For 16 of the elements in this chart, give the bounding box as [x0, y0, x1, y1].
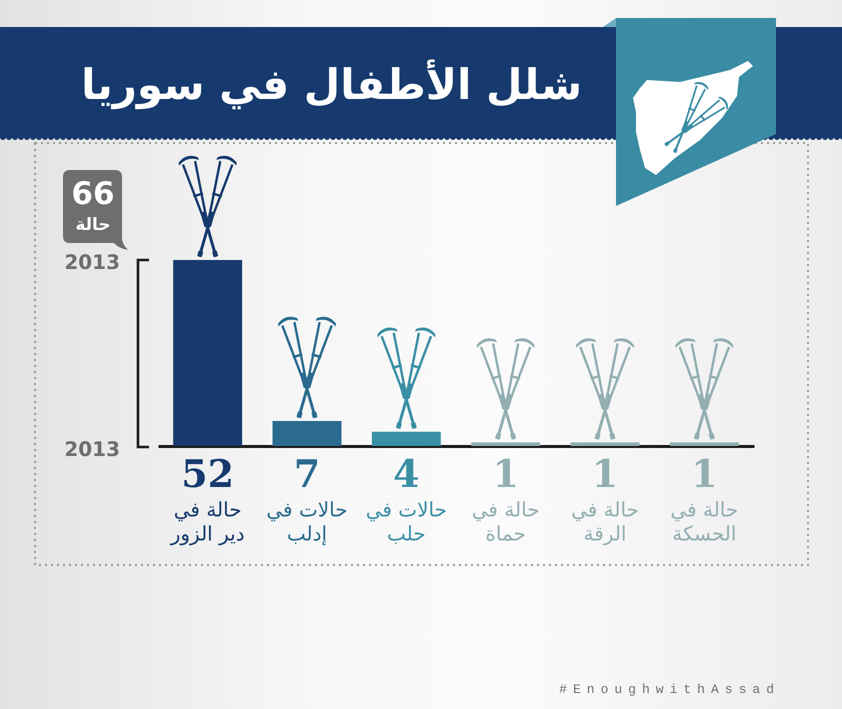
data-label: 1 — [492, 451, 519, 496]
text: 2013 — [64, 437, 120, 461]
text: #EnoughwithAssad — [559, 682, 780, 697]
data-label: 1 — [592, 451, 618, 496]
x-tick-label: حالات في حلب — [366, 498, 447, 546]
x-tick-label: حالة في الرقة — [571, 498, 639, 546]
data-label: 4 — [393, 451, 420, 496]
x-tick-label: حالة في حماة — [472, 498, 540, 546]
x-tick-label: حالة في الحسكة — [670, 498, 738, 546]
data-label: 1 — [691, 451, 718, 496]
text: 2013 — [64, 250, 120, 274]
x-tick-label: حالة في دير الزور — [170, 498, 245, 546]
x-tick-label: حالات في إدلب — [266, 498, 348, 546]
data-label: 52 — [181, 451, 234, 496]
data-label: 7 — [294, 451, 320, 496]
chart-title: شلل الأطفال في سوريا — [81, 59, 582, 110]
